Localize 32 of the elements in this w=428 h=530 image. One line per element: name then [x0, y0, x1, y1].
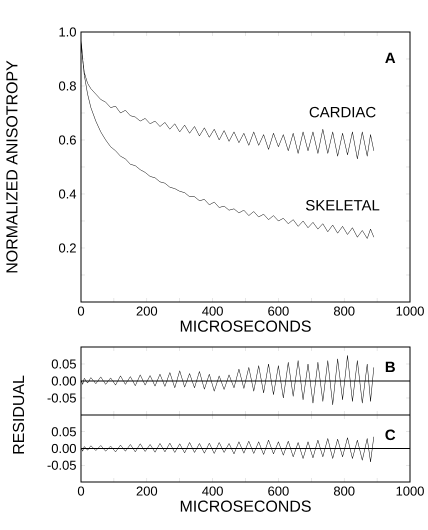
annotation: B	[386, 362, 395, 372]
y-tick-label: 0.6	[58, 135, 76, 145]
x-tick-label: 600	[268, 486, 289, 496]
x-tick-label: 1000	[396, 306, 424, 316]
series-label: CARDIAC	[310, 106, 376, 118]
y-tick-label: 0.4	[58, 189, 76, 199]
annotation: A	[385, 52, 396, 63]
y-tick-label: 0.2	[58, 243, 76, 253]
x-tick-label: 400	[202, 306, 223, 316]
x-tick-label: 600	[268, 306, 289, 316]
x-tick-label: 0	[78, 306, 84, 316]
x-tick-label: 200	[136, 486, 158, 496]
x-tick-label: 800	[334, 486, 355, 496]
annotation: C	[385, 430, 396, 440]
series-label: SKELETAL	[306, 200, 380, 211]
y-tick-label: 0.00	[52, 444, 76, 454]
y-tick-label: 0.00	[52, 376, 76, 386]
x-tick-label: 0	[78, 486, 84, 496]
y-axis-title: NORMALIZED ANISOTROPY	[6, 60, 18, 272]
x-axis-title: MICROSECONDS	[180, 320, 311, 332]
x-tick-label: 800	[334, 306, 355, 316]
x-axis-title: MICROSECONDS	[180, 500, 311, 512]
y-tick-label: 1.0	[59, 27, 76, 37]
x-tick-label: 1000	[396, 486, 424, 496]
x-tick-label: 200	[136, 306, 158, 316]
x-tick-label: 400	[202, 486, 223, 496]
y-tick-label: 0.05	[52, 359, 76, 369]
y-tick-label: -0.05	[48, 393, 76, 403]
y-axis-title: RESIDUAL	[12, 376, 24, 454]
y-tick-label: 0.8	[58, 81, 76, 91]
y-tick-label: 0.05	[52, 427, 76, 436]
y-tick-label: -0.05	[48, 460, 76, 470]
